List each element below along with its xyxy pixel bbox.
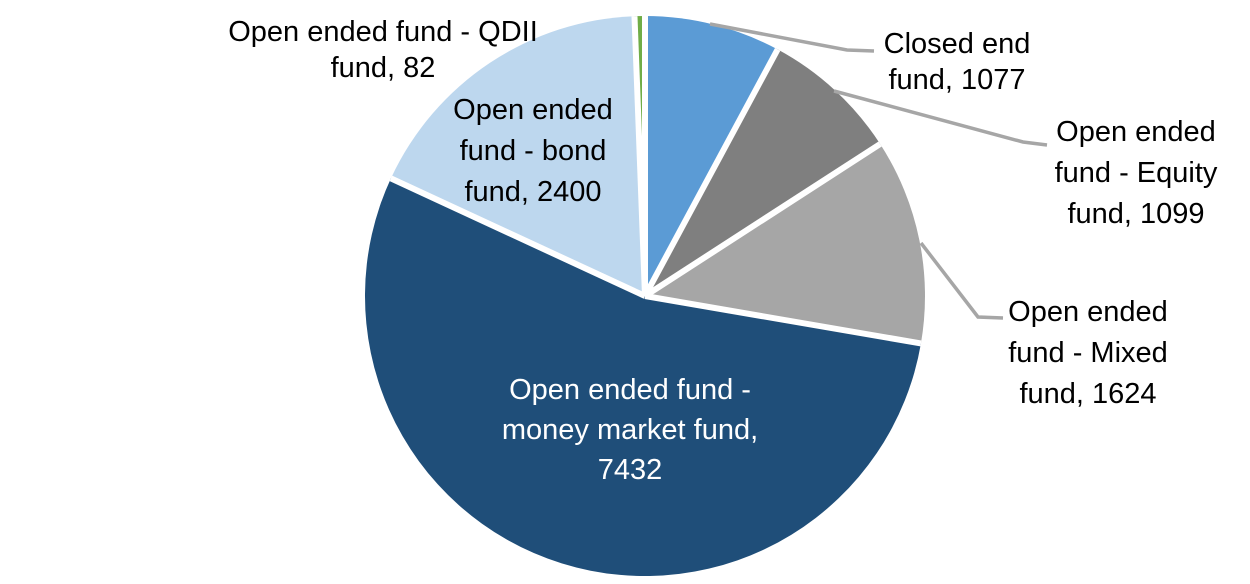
slice-separators-group bbox=[389, 16, 922, 347]
slice-separator bbox=[644, 293, 922, 347]
leader-line-closed-end-fund bbox=[709, 22, 875, 53]
pie-slice-open-ended-fund-bond-fund bbox=[390, 16, 645, 296]
label-line: fund - Equity bbox=[1054, 157, 1218, 189]
label-line: Open ended bbox=[1008, 296, 1168, 328]
data-label-money-market-fund: Open ended fund - money market fund, 743… bbox=[502, 370, 758, 490]
label-line: fund - bond bbox=[459, 135, 607, 167]
label-line: money market fund, bbox=[501, 414, 759, 446]
label-line: fund, 1077 bbox=[888, 64, 1026, 96]
label-line: fund, 2400 bbox=[464, 176, 602, 208]
label-line: Closed end bbox=[883, 28, 1031, 60]
pie-slice-open-ended-fund-equity-fund bbox=[645, 49, 881, 297]
pie-slice-open-ended-fund-money-market-fund bbox=[364, 178, 921, 577]
slice-separator bbox=[631, 16, 648, 297]
label-line: fund, 1099 bbox=[1067, 198, 1205, 230]
leader-line-mixed-fund bbox=[919, 241, 1004, 320]
slice-separator bbox=[389, 175, 647, 299]
pie-slices-group bbox=[364, 16, 925, 577]
pie-slice-open-ended-fund-mixed-fund bbox=[645, 144, 925, 344]
label-line: Open ended fund - QDII bbox=[228, 16, 538, 48]
data-label-qdii-fund: Open ended fund - QDII fund, 82 bbox=[228, 14, 538, 86]
label-line: Open ended bbox=[1056, 116, 1216, 148]
data-label-mixed-fund: Open ended fund - Mixed fund, 1624 bbox=[1008, 292, 1168, 415]
label-line: fund - Mixed bbox=[1008, 337, 1168, 369]
leader-line-equity-fund bbox=[833, 89, 1048, 147]
label-line: Open ended fund - bbox=[509, 374, 751, 406]
data-label-equity-fund: Open ended fund - Equity fund, 1099 bbox=[1055, 112, 1218, 235]
leader-lines-group bbox=[709, 22, 1048, 320]
label-line: fund, 82 bbox=[330, 52, 436, 84]
label-line: Open ended bbox=[453, 94, 613, 126]
pie-slice-closed-end-fund bbox=[645, 16, 778, 296]
label-line: fund, 1624 bbox=[1019, 378, 1157, 410]
slice-separator bbox=[642, 47, 781, 298]
data-label-closed-end-fund: Closed end fund, 1077 bbox=[884, 26, 1031, 98]
label-line: 7432 bbox=[597, 454, 663, 486]
data-label-bond-fund: Open ended fund - bond fund, 2400 bbox=[453, 90, 613, 213]
slice-separator bbox=[643, 141, 882, 299]
